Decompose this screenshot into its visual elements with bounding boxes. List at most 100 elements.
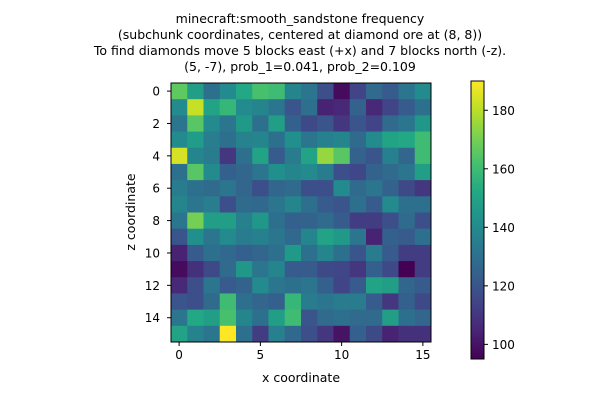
heatmap-cell — [301, 180, 318, 197]
heatmap-cell — [252, 83, 269, 100]
heatmap-cell — [187, 196, 204, 213]
heatmap-cell — [187, 277, 204, 294]
heatmap-cell — [252, 147, 269, 165]
heatmap-cell — [187, 212, 204, 230]
heatmap-cell — [236, 99, 253, 116]
heatmap-cell — [268, 244, 286, 262]
heatmap-cell — [333, 196, 351, 213]
heatmap-cell — [349, 309, 367, 327]
heatmap-cell — [219, 180, 237, 197]
heatmap-cell — [284, 244, 302, 262]
heatmap-cell — [349, 212, 367, 230]
heatmap-cell — [333, 309, 351, 327]
heatmap-cell — [301, 261, 318, 278]
heatmap-cell — [382, 244, 399, 262]
heatmap-cell — [349, 228, 367, 246]
heatmap-cell — [349, 99, 367, 116]
heatmap-cell — [398, 309, 416, 327]
heatmap-cell — [252, 180, 269, 197]
heatmap-cell — [252, 99, 269, 116]
heatmap-cell — [414, 180, 432, 197]
x-tick-label: 10 — [334, 348, 349, 362]
heatmap-cell — [301, 309, 318, 327]
heatmap-cell — [219, 131, 237, 149]
heatmap-cell — [414, 163, 432, 181]
heatmap-cell — [268, 212, 286, 230]
heatmap-cell — [171, 115, 188, 132]
heatmap-cell — [203, 277, 221, 294]
heatmap-cell — [219, 163, 237, 181]
heatmap-cell — [203, 309, 221, 327]
heatmap-cell — [252, 163, 269, 181]
heatmap-cell — [236, 115, 253, 132]
heatmap-cell — [366, 277, 383, 294]
heatmap-cell — [236, 244, 253, 262]
heatmap-cell — [366, 99, 383, 116]
heatmap-cell — [398, 83, 416, 100]
heatmap-cell — [366, 293, 383, 311]
heatmap-cell — [268, 163, 286, 181]
heatmap-cell — [333, 293, 351, 311]
heatmap-cell — [171, 196, 188, 213]
heatmap-cell — [187, 131, 204, 149]
heatmap-cells — [171, 83, 432, 343]
heatmap-cell — [187, 325, 204, 343]
heatmap-cell — [268, 309, 286, 327]
heatmap-cell — [333, 99, 351, 116]
colorbar — [470, 80, 485, 360]
heatmap-cell — [382, 293, 399, 311]
heatmap-cell — [187, 99, 204, 116]
heatmap-cell — [349, 261, 367, 278]
heatmap-cell — [268, 293, 286, 311]
heatmap-cell — [219, 196, 237, 213]
heatmap-cell — [301, 228, 318, 246]
plot-frame — [170, 82, 432, 343]
heatmap-cell — [268, 277, 286, 294]
heatmap-cell — [236, 196, 253, 213]
heatmap-cell — [366, 196, 383, 213]
heatmap-cell — [333, 228, 351, 246]
heatmap-cell — [284, 212, 302, 230]
heatmap-cell — [187, 244, 204, 262]
heatmap-cell — [382, 228, 399, 246]
heatmap-cell — [398, 99, 416, 116]
heatmap-cell — [284, 99, 302, 116]
heatmap-cell — [414, 147, 432, 165]
x-axis-ticks: 0 5 10 15 — [175, 342, 431, 362]
colorbar-tick-label: 120 — [492, 279, 515, 293]
heatmap-cell — [333, 83, 351, 100]
heatmap-cell — [171, 261, 188, 278]
heatmap-cell — [398, 212, 416, 230]
heatmap-cell — [349, 115, 367, 132]
heatmap-cell — [187, 309, 204, 327]
heatmap-cell — [236, 261, 253, 278]
heatmap-cell — [349, 196, 367, 213]
heatmap-cell — [382, 163, 399, 181]
y-tick-label: 8 — [152, 214, 160, 228]
heatmap-cell — [301, 83, 318, 100]
heatmap-cell — [349, 244, 367, 262]
heatmap-cell — [382, 115, 399, 132]
heatmap-cell — [203, 147, 221, 165]
heatmap-cell — [398, 293, 416, 311]
heatmap-cell — [284, 131, 302, 149]
heatmap-cell — [236, 309, 253, 327]
heatmap-cell — [382, 147, 399, 165]
heatmap-cell — [171, 147, 188, 165]
heatmap-cell — [382, 325, 399, 343]
heatmap-cell — [301, 325, 318, 343]
heatmap-cell — [284, 261, 302, 278]
heatmap-cell — [301, 244, 318, 262]
heatmap-cell — [414, 244, 432, 262]
heatmap-cell — [171, 309, 188, 327]
heatmap-cell — [366, 180, 383, 197]
heatmap-cell — [333, 244, 351, 262]
heatmap-cell — [203, 261, 221, 278]
heatmap-cell — [317, 180, 334, 197]
heatmap-cell — [349, 325, 367, 343]
heatmap-cell — [414, 131, 432, 149]
heatmap-cell — [301, 147, 318, 165]
heatmap-cell — [187, 163, 204, 181]
heatmap-cell — [268, 99, 286, 116]
heatmap-cell — [317, 325, 334, 343]
